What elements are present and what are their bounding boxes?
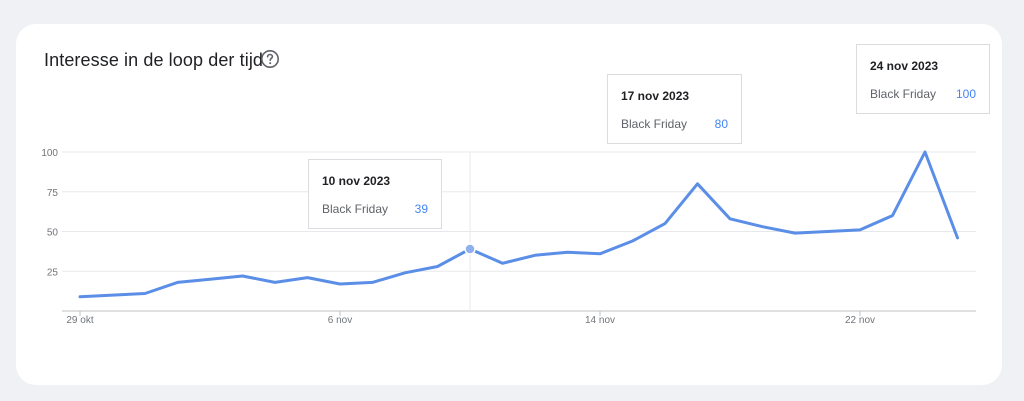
y-tick-label: 50 — [47, 228, 59, 239]
tooltip-value: 100 — [955, 87, 976, 101]
tooltip-10-nov: 10 nov 2023 Black Friday 39 — [308, 159, 442, 229]
help-circle-icon[interactable] — [260, 49, 280, 69]
y-tick-label: 100 — [41, 148, 58, 159]
tooltip-value: 80 — [714, 117, 728, 131]
y-tick-label: 25 — [47, 267, 59, 278]
interest-over-time-card: Interesse in de loop der tijd 100 75 50 25 … — [16, 24, 1002, 385]
tooltip-series-name: Black Friday — [870, 87, 937, 101]
hover-marker — [464, 243, 476, 255]
card-title: Interesse in de loop der tijd — [44, 50, 264, 70]
series-black-friday — [78, 150, 959, 299]
tooltip-date: 24 nov 2023 — [870, 59, 939, 73]
x-tick-label: 29 okt — [66, 315, 93, 326]
y-axis-ticks: 100 75 50 25 — [41, 148, 58, 278]
x-axis: 29 okt 6 nov 14 nov 22 nov — [62, 310, 976, 326]
tooltip-17-nov: 17 nov 2023 Black Friday 80 — [607, 74, 742, 144]
series-line-black-friday — [78, 150, 959, 299]
tooltip-date: 17 nov 2023 — [621, 89, 690, 103]
tooltip-series-name: Black Friday — [322, 202, 389, 216]
tooltip-24-nov: 24 nov 2023 Black Friday 100 — [856, 44, 990, 114]
grid-lines — [62, 151, 976, 272]
tooltip-series-name: Black Friday — [621, 117, 688, 131]
x-tick-label: 22 nov — [845, 315, 875, 326]
hover-markers — [464, 152, 476, 311]
tooltip-date: 10 nov 2023 — [322, 174, 391, 188]
x-tick-label: 6 nov — [328, 315, 352, 326]
y-tick-label: 75 — [47, 188, 59, 199]
line-chart: 100 75 50 25 29 okt 6 nov 14 nov 22 nov — [41, 148, 976, 326]
tooltip-value: 39 — [414, 202, 428, 216]
x-tick-label: 14 nov — [585, 315, 615, 326]
